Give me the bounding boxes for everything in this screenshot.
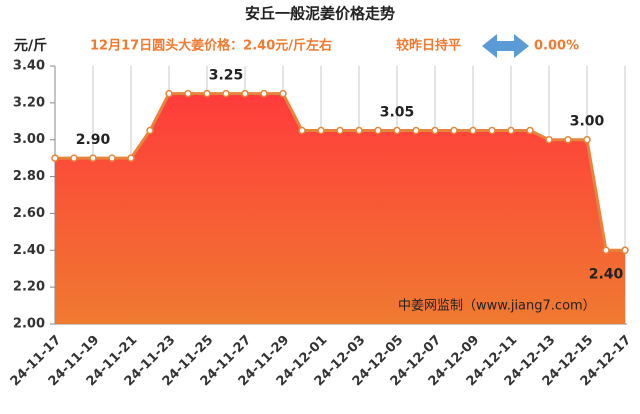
- point: [488, 126, 496, 135]
- chart-title: 安丘一般泥姜价格走势: [245, 5, 395, 23]
- point: [545, 135, 553, 144]
- point: [374, 126, 382, 135]
- change-pct: 0.00%: [534, 39, 579, 54]
- point: [564, 135, 572, 144]
- value-label: 3.05: [380, 105, 415, 121]
- point: [89, 154, 97, 162]
- point: [279, 89, 287, 98]
- point: [70, 154, 78, 162]
- info: 12月17日圆头大姜价格：2.40元/斤左右: [90, 38, 332, 54]
- point: [241, 89, 249, 98]
- watermark: 中姜网监制（www.jiang7.com）: [398, 299, 596, 314]
- change-text: 较昨日持平: [396, 38, 461, 54]
- point: [298, 126, 306, 135]
- y-tick-label: 3.40: [13, 59, 45, 74]
- point: [317, 126, 325, 135]
- point: [127, 154, 135, 162]
- point: [507, 126, 515, 135]
- area: [55, 93, 625, 325]
- point: [203, 89, 211, 98]
- point: [431, 126, 439, 135]
- value-label: 3.00: [570, 114, 605, 130]
- y-tick-label: 2.80: [13, 169, 45, 184]
- point: [450, 126, 458, 135]
- y-tick-label: 2.00: [13, 317, 45, 332]
- y-tick-label: 2.20: [13, 280, 45, 295]
- point: [621, 246, 629, 255]
- point: [469, 126, 477, 135]
- point: [336, 126, 344, 135]
- point: [583, 135, 591, 144]
- point: [602, 246, 610, 255]
- y-tick-label: 2.40: [13, 243, 45, 258]
- point: [165, 89, 173, 98]
- point: [184, 89, 192, 98]
- point: [222, 89, 230, 98]
- flat-arrow-icon: [482, 34, 529, 58]
- point: [355, 126, 363, 135]
- plot: 24-11-1724-11-1924-11-2124-11-2324-11-25…: [8, 59, 635, 390]
- y-unit: 元/斤: [14, 37, 47, 54]
- point: [526, 126, 534, 135]
- y-tick-label: 2.60: [13, 206, 45, 221]
- point: [108, 154, 116, 162]
- point: [146, 126, 154, 135]
- point: [260, 89, 268, 98]
- point: [51, 154, 59, 162]
- y-tick-label: 3.00: [13, 132, 45, 147]
- value-label: 2.90: [76, 132, 111, 148]
- value-label: 2.40: [589, 266, 624, 282]
- point: [412, 126, 420, 135]
- value-label: 3.25: [209, 68, 244, 84]
- point: [393, 126, 401, 135]
- y-tick-label: 3.20: [13, 95, 45, 110]
